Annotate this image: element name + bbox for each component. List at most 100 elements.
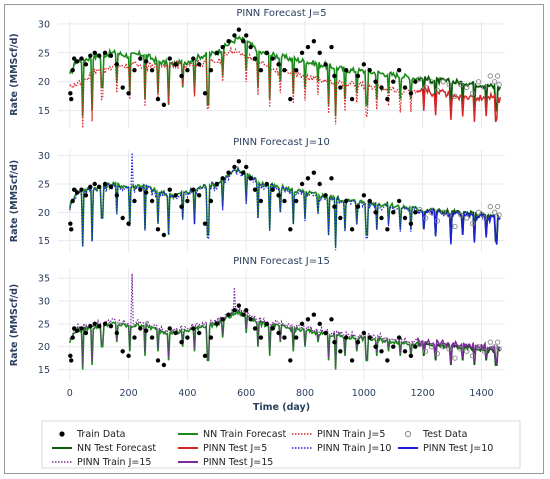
test-data-point [434, 218, 441, 224]
y-tick-label: 15 [38, 236, 50, 247]
train-data-point [71, 56, 77, 61]
pinn-test-line [416, 337, 501, 366]
train-data-point [108, 323, 114, 329]
legend-item: NN Test Forecast [52, 443, 156, 454]
y-tick-label: 15 [38, 106, 50, 117]
train-data-point [244, 307, 249, 313]
train-data-point [138, 187, 143, 192]
test-data-point [492, 79, 498, 85]
train-data-point [264, 321, 269, 327]
train-data-point [155, 358, 161, 363]
test-data-point [496, 212, 502, 218]
train-data-point [167, 56, 172, 61]
test-data-point [452, 355, 458, 361]
train-data-point [220, 176, 225, 181]
train-data-point [83, 193, 89, 198]
train-data-point [161, 362, 167, 368]
legend: Train Data NN Train Forecast PINN Train J=… [41, 420, 521, 469]
legend-symbol-circle [404, 430, 412, 438]
train-data-point [385, 358, 390, 363]
panel-title: PINN Forecast J=10 [233, 137, 330, 148]
train-data-point [288, 358, 293, 363]
train-data-point [83, 62, 89, 67]
test-data-point [440, 79, 446, 85]
y-axis-label: Rate (MMScf/d) [9, 160, 20, 243]
train-data-point [258, 335, 264, 340]
test-data-point [494, 204, 501, 210]
train-data-point [402, 215, 408, 221]
train-data-point [226, 312, 231, 317]
y-tick-label: 25 [38, 48, 50, 59]
train-data-point [102, 50, 108, 56]
train-data-point [138, 56, 143, 61]
train-data-point [391, 210, 396, 215]
test-data-point [452, 223, 458, 230]
x-tick-label: 1000 [352, 388, 376, 399]
train-data-point [270, 326, 275, 331]
train-data-point [402, 349, 408, 354]
train-data-point [343, 198, 349, 204]
train-data-point [355, 73, 361, 79]
test-data-point [481, 215, 488, 221]
train-data-point [161, 232, 167, 238]
train-data-point [88, 53, 93, 58]
test-data-point [475, 344, 482, 350]
train-data-point [92, 321, 97, 327]
train-data-point [248, 44, 253, 50]
test-data-point [417, 206, 423, 213]
train-data-point [248, 176, 253, 181]
panel-title: PINN Forecast J=15 [233, 256, 330, 267]
train-data-point [294, 335, 299, 340]
train-data-point [202, 221, 208, 226]
test-data-point [440, 344, 446, 350]
train-data-point [241, 39, 246, 44]
train-data-point [270, 187, 275, 192]
test-data-point [492, 209, 498, 215]
y-tick-label: 20 [38, 208, 50, 219]
train-data-point [385, 96, 390, 102]
test-data-point [496, 346, 502, 352]
legend-label: Train Data [76, 429, 126, 440]
train-data-point [108, 184, 114, 190]
train-data-point [132, 67, 137, 73]
test-data-point [496, 81, 502, 88]
train-data-point [329, 176, 334, 181]
test-data-point [464, 348, 470, 354]
test-data-point [428, 209, 435, 215]
test-data-point [470, 221, 476, 227]
legend-item: PINN Test J=15 [178, 457, 273, 468]
train-data-point [138, 326, 143, 331]
train-data-point [396, 198, 402, 204]
test-data-point [422, 348, 429, 354]
train-data-point [120, 215, 125, 221]
train-data-point [79, 326, 84, 331]
legend-label: NN Test Forecast [77, 443, 156, 454]
train-data-point [264, 50, 269, 56]
y-tick-label: 30 [38, 151, 50, 162]
legend-item: PINN Test J=10 [398, 443, 493, 454]
train-data-point [68, 353, 73, 359]
test-data-point [487, 204, 493, 210]
test-data-point [452, 93, 458, 99]
test-data-point [428, 79, 435, 85]
train-data-point [236, 303, 242, 308]
train-data-point [69, 96, 74, 102]
train-data-point [294, 198, 299, 204]
train-data-point [226, 39, 231, 44]
train-data-point [338, 85, 343, 90]
test-data-point [470, 90, 476, 96]
train-data-point [185, 198, 190, 204]
train-data-point [349, 358, 355, 363]
train-data-point [179, 73, 184, 79]
train-data-point [196, 193, 202, 198]
legend-label: PINN Train J=5 [317, 429, 385, 440]
train-data-point [149, 335, 155, 340]
figure-frame [4, 4, 544, 474]
legend-item: PINN Train J=5 [292, 429, 385, 440]
y-tick-label: 30 [38, 297, 50, 308]
legend-box [41, 420, 521, 469]
train-data-point [236, 159, 242, 164]
train-data-point [167, 326, 172, 331]
train-data-point [338, 215, 343, 221]
train-data-point [391, 344, 396, 349]
